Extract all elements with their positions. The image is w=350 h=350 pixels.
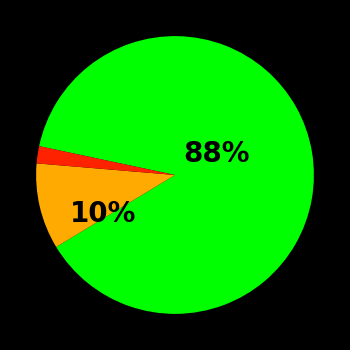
Text: 10%: 10% xyxy=(70,200,136,228)
Wedge shape xyxy=(36,163,175,247)
Wedge shape xyxy=(39,36,314,314)
Text: 88%: 88% xyxy=(183,140,250,168)
Wedge shape xyxy=(37,146,175,175)
